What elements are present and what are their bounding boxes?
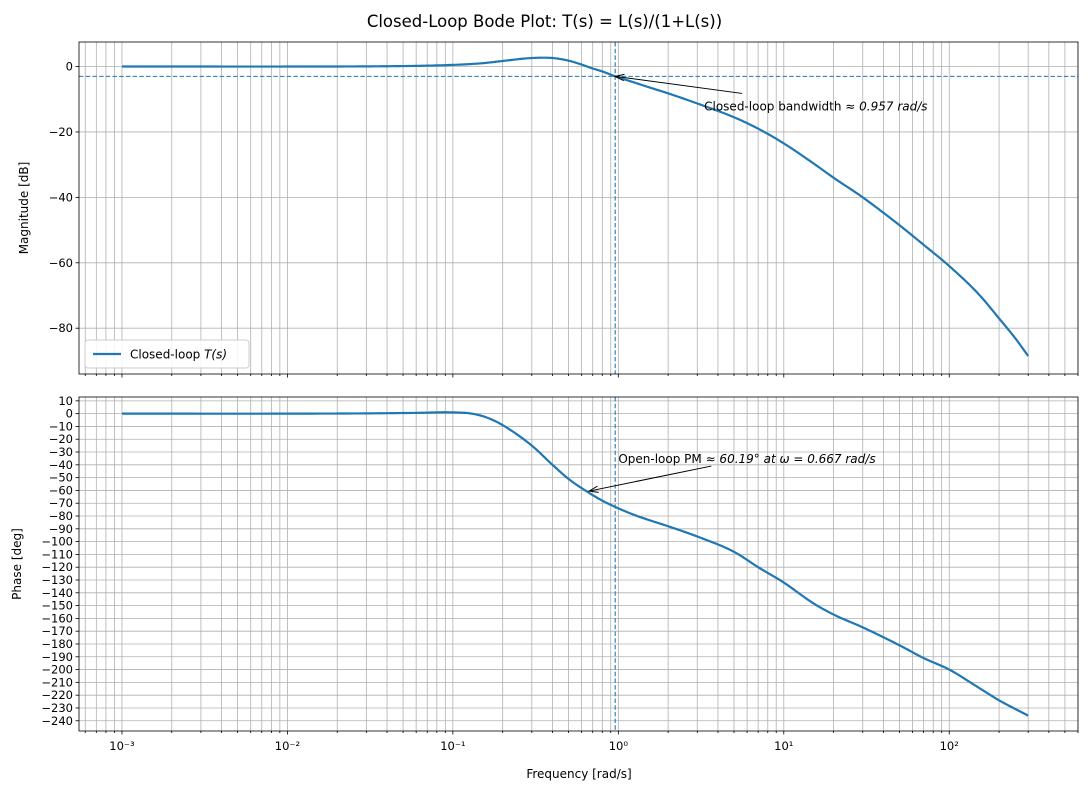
magnitude-panel: 0 −20 −40 −60 −80 Magnitude [dB] Closed-loop b… — [17, 41, 1079, 378]
magnitude-annotation-text: Closed-loop bandwidth ≈ 0.957 rad/s — [704, 99, 927, 113]
y-tick-label: 0 — [66, 407, 73, 421]
y-tick-label: −220 — [41, 688, 73, 702]
magnitude-axes-frame — [78, 41, 1079, 375]
y-tick-label: −90 — [49, 522, 73, 536]
x-tick-label: 10⁰ — [609, 739, 629, 753]
y-tick-label: −40 — [49, 190, 73, 204]
y-tick-label: −60 — [49, 483, 73, 497]
y-tick-label: −80 — [49, 321, 73, 335]
phase-y-axis-label: Phase [deg] — [10, 528, 24, 600]
y-tick-label: −150 — [41, 599, 73, 613]
y-tick-label: −20 — [49, 125, 73, 139]
x-tick-label: 10⁻³ — [109, 739, 135, 753]
y-tick-label: −230 — [41, 701, 73, 715]
magnitude-reference-lines — [79, 42, 1078, 374]
y-tick-label: −180 — [41, 637, 73, 651]
magnitude-y-axis-label: Magnitude [dB] — [17, 162, 31, 255]
legend-entry-label: Closed-loop T(s) — [130, 348, 227, 362]
phase-panel: 10⁻³ 10⁻² 10⁻¹ 10⁰ 10¹ 10²100−10−20−30−40−50−… — [10, 394, 1079, 753]
y-tick-label: −170 — [41, 624, 73, 638]
y-tick-label: −210 — [41, 675, 73, 689]
y-tick-label: 10 — [58, 394, 73, 408]
y-tick-label: −80 — [49, 509, 73, 523]
y-tick-label: −40 — [49, 458, 73, 472]
x-tick-label: 10⁻² — [275, 739, 300, 753]
x-axis-label: Frequency [rad/s] — [526, 767, 631, 781]
chart-title: Closed-Loop Bode Plot: T(s) = L(s)/(1+L(… — [367, 12, 722, 31]
y-tick-label: −110 — [41, 547, 73, 561]
phase-annotation-arrowhead — [587, 485, 599, 493]
phase-series-line — [121, 411, 1029, 717]
y-tick-label: −20 — [49, 432, 73, 446]
y-tick-label: −240 — [41, 714, 73, 728]
magnitude-annotation-arrow — [615, 75, 743, 94]
x-tick-label: 10¹ — [774, 739, 793, 753]
y-tick-label: −200 — [41, 663, 73, 677]
y-tick-label: −190 — [41, 650, 73, 664]
y-tick-label: −30 — [49, 445, 73, 459]
y-tick-label: −60 — [49, 256, 73, 270]
magnitude-series-line — [121, 56, 1030, 357]
legend: Closed-loop T(s) — [84, 339, 250, 369]
y-tick-label: 0 — [66, 60, 73, 74]
y-tick-label: −70 — [49, 496, 73, 510]
phase-axes-frame — [78, 396, 1079, 732]
y-tick-label: −50 — [49, 471, 73, 485]
y-tick-label: −10 — [49, 419, 73, 433]
phase-annotation-arrow — [589, 465, 712, 492]
phase-annotation-text: Open-loop PM ≈ 60.19° at ω = 0.667 rad/s — [618, 452, 875, 466]
y-tick-label: −140 — [41, 586, 73, 600]
y-tick-label: −100 — [41, 535, 73, 549]
magnitude-grid — [79, 42, 1078, 374]
y-tick-label: −120 — [41, 560, 73, 574]
y-tick-label: −160 — [41, 611, 73, 625]
x-tick-label: 10⁻¹ — [440, 739, 465, 753]
x-tick-label: 10² — [940, 739, 959, 753]
magnitude-annotation-arrowhead — [613, 73, 625, 82]
phase-grid — [79, 397, 1078, 731]
y-tick-label: −130 — [41, 573, 73, 587]
legend-frame — [84, 339, 250, 369]
